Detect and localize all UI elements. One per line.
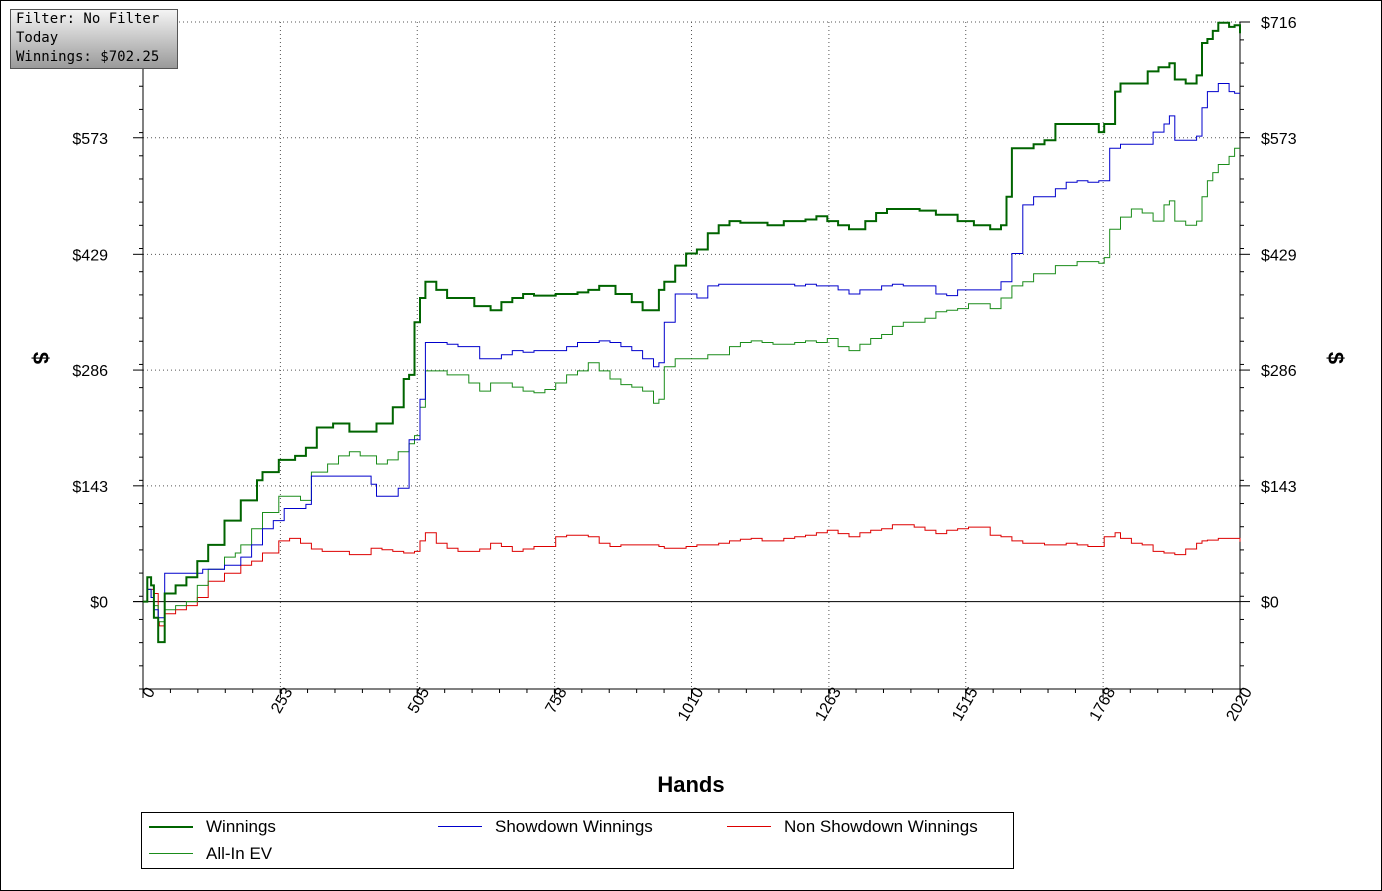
- legend-swatch: [149, 826, 193, 828]
- x-tick-label: 1515: [949, 685, 982, 724]
- y-tick-label-left: $573: [72, 131, 108, 148]
- series-line-all-in-ev: [143, 147, 1240, 623]
- date-range-text: Today: [16, 30, 59, 46]
- legend-swatch: [438, 826, 482, 827]
- legend-label: Winnings: [206, 817, 276, 836]
- y-axis-label-right: $: [1323, 351, 1349, 365]
- x-tick-label: 253: [268, 685, 296, 717]
- y-tick-label-right: $0: [1261, 595, 1279, 612]
- legend-swatch: [727, 826, 771, 827]
- filter-info-box: Filter: No Filter Today Winnings: $702.2…: [10, 9, 178, 69]
- y-tick-label-left: $286: [72, 363, 108, 380]
- y-tick-label-right: $573: [1261, 131, 1297, 148]
- legend-swatch: [149, 853, 193, 854]
- x-tick-label: 1768: [1087, 685, 1120, 724]
- series-line-showdown-winnings: [143, 83, 1240, 619]
- x-tick-label: 0: [140, 685, 159, 701]
- tick-labels: $0 $0 $143 $143 $286 $286 $429 $429 $573 $573 $716…: [72, 15, 1296, 724]
- y-tick-label-right: $716: [1261, 15, 1297, 32]
- y-tick-label-right: $143: [1261, 479, 1297, 496]
- x-tick-label: 505: [405, 685, 433, 717]
- x-tick-label: 2020: [1223, 685, 1256, 724]
- filter-text: Filter: No Filter: [16, 11, 160, 27]
- winnings-total-text: Winnings: $702.25: [16, 49, 160, 65]
- x-tick-label: 1010: [675, 685, 708, 724]
- y-tick-label-left: $429: [72, 247, 108, 264]
- series-line-non-showdown-winnings: [143, 524, 1241, 627]
- x-axis-label: Hands: [657, 772, 725, 797]
- y-axis-label-left: $: [28, 351, 54, 365]
- axes: [133, 21, 1250, 698]
- grid-lines: [133, 21, 1240, 689]
- series-lines: [143, 21, 1241, 644]
- y-tick-label-left: $143: [72, 479, 108, 496]
- series-line-winnings: [143, 21, 1241, 644]
- legend-label: Showdown Winnings: [495, 817, 653, 836]
- legend: Winnings Showdown Winnings Non Showdown …: [141, 812, 1014, 869]
- x-tick-label: 1263: [812, 685, 845, 724]
- x-tick-label: 758: [543, 685, 571, 717]
- legend-label: All-In EV: [206, 844, 273, 863]
- y-tick-label-right: $286: [1261, 363, 1297, 380]
- y-tick-label-left: $0: [90, 595, 108, 612]
- y-tick-label-right: $429: [1261, 247, 1297, 264]
- legend-label: Non Showdown Winnings: [784, 817, 978, 836]
